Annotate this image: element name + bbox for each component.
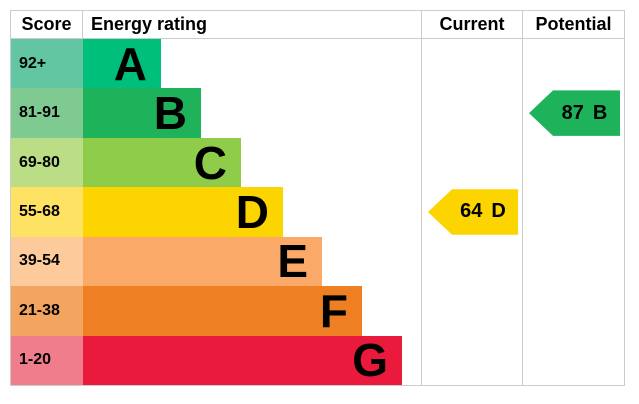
score-range-b: 81-91 xyxy=(11,88,83,138)
current-column: 64 D xyxy=(421,39,522,385)
score-range-e: 39-54 xyxy=(11,236,83,287)
band-row-c: 69-80 C xyxy=(11,136,421,189)
potential-score-value: 87 xyxy=(561,101,584,124)
rating-bar-c: C xyxy=(83,136,241,189)
band-letter-f: F xyxy=(319,284,348,337)
band-row-g: 1-20 G xyxy=(11,334,421,387)
rating-bar-b: B xyxy=(83,87,201,140)
current-rating-arrow: 64 D xyxy=(428,189,518,235)
rating-bar-e: E xyxy=(83,235,322,288)
current-score-value: 64 xyxy=(460,200,483,223)
band-letter-e: E xyxy=(277,235,308,288)
band-letter-d: D xyxy=(235,185,269,238)
band-letter-g: G xyxy=(352,334,388,387)
potential-rating-arrow: 87 B xyxy=(529,90,620,136)
band-row-b: 81-91 B xyxy=(11,87,421,140)
band-row-f: 21-38 F xyxy=(11,284,421,337)
header-potential: Potential xyxy=(522,11,624,38)
rating-bar-g: G xyxy=(83,334,402,387)
bands-column: 92+ A 81-91 B 69-80 C 55-68 D 39-54 E 21-38 F 1-20 G xyxy=(11,39,421,385)
rating-bar-d: D xyxy=(83,185,283,238)
band-letter-c: C xyxy=(193,136,227,189)
band-row-d: 55-68 D xyxy=(11,185,421,238)
header-row: Score Energy rating Current Potential xyxy=(11,11,624,39)
score-range-c: 69-80 xyxy=(11,137,83,188)
chart-body: 92+ A 81-91 B 69-80 C 55-68 D 39-54 E 21-38 F 1-20 G … xyxy=(11,39,624,385)
potential-column: 87 B xyxy=(522,39,624,385)
score-range-g: 1-20 xyxy=(11,335,83,385)
band-letter-a: A xyxy=(113,37,147,90)
current-band-letter: D xyxy=(491,200,506,223)
header-energy-rating: Energy rating xyxy=(91,14,208,34)
header-current: Current xyxy=(421,11,522,38)
rating-bar-a: A xyxy=(83,37,161,90)
epc-chart: Score Energy rating Current Potential 92… xyxy=(10,10,625,386)
band-letter-b: B xyxy=(153,87,187,140)
band-row-e: 39-54 E xyxy=(11,235,421,288)
score-range-d: 55-68 xyxy=(11,187,83,237)
band-row-a: 92+ A xyxy=(11,37,421,90)
rating-bar-f: F xyxy=(83,284,362,337)
score-range-f: 21-38 xyxy=(11,286,83,336)
header-score: Score xyxy=(11,11,83,38)
score-range-a: 92+ xyxy=(11,39,83,89)
potential-band-letter: B xyxy=(592,101,608,124)
